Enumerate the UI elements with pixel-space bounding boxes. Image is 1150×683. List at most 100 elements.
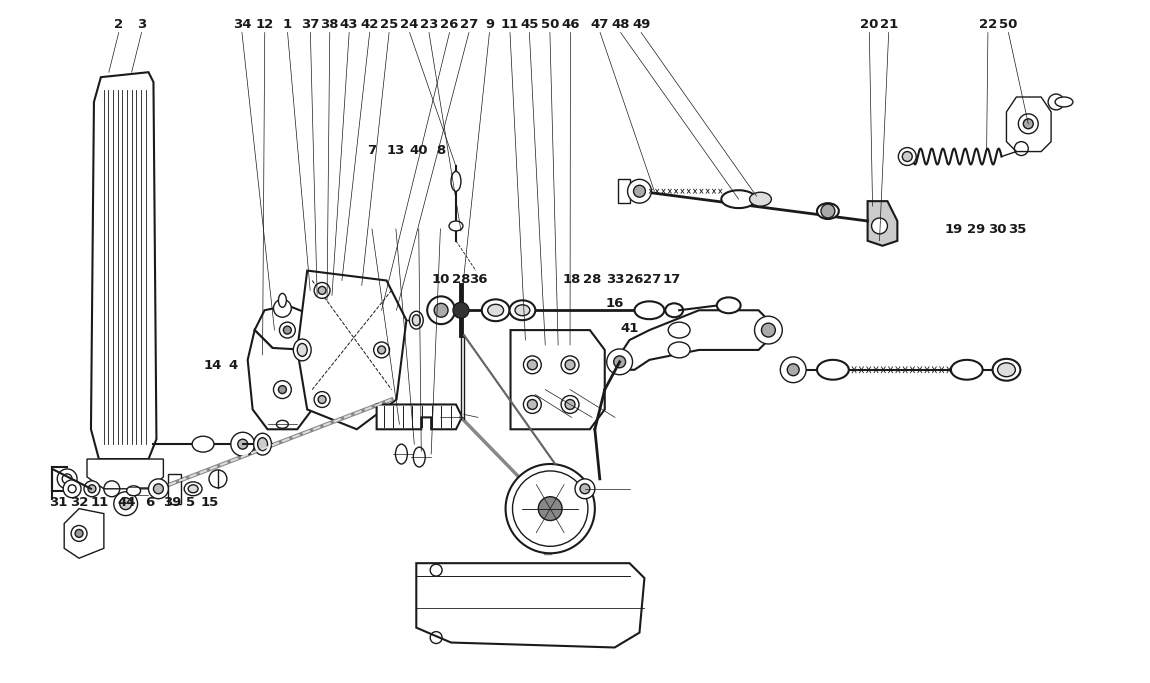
Ellipse shape <box>396 444 407 464</box>
Circle shape <box>528 400 537 409</box>
Circle shape <box>561 356 578 374</box>
Circle shape <box>279 322 296 338</box>
Ellipse shape <box>668 322 690 338</box>
Circle shape <box>319 395 327 404</box>
Ellipse shape <box>413 447 426 467</box>
Ellipse shape <box>1055 97 1073 107</box>
Circle shape <box>903 152 912 161</box>
Text: 26: 26 <box>626 273 644 286</box>
Ellipse shape <box>258 438 268 451</box>
Circle shape <box>565 360 575 370</box>
Text: 17: 17 <box>662 273 681 286</box>
Circle shape <box>283 326 291 334</box>
Ellipse shape <box>298 344 307 357</box>
Ellipse shape <box>668 342 690 358</box>
Text: 27: 27 <box>644 273 661 286</box>
Circle shape <box>634 185 645 197</box>
Text: 48: 48 <box>612 18 630 31</box>
Text: 15: 15 <box>201 496 220 509</box>
Text: 10: 10 <box>431 273 450 286</box>
Text: 44: 44 <box>117 496 136 509</box>
Circle shape <box>314 391 330 408</box>
Ellipse shape <box>665 303 683 317</box>
Circle shape <box>231 432 254 456</box>
Circle shape <box>575 479 595 499</box>
Ellipse shape <box>448 221 463 231</box>
Circle shape <box>377 346 385 354</box>
Text: 5: 5 <box>186 496 196 509</box>
Text: 49: 49 <box>632 18 651 31</box>
Text: 12: 12 <box>255 18 274 31</box>
Circle shape <box>614 356 626 367</box>
Text: 2: 2 <box>114 18 123 31</box>
Ellipse shape <box>184 482 202 496</box>
Polygon shape <box>377 404 461 430</box>
Text: 13: 13 <box>386 144 405 157</box>
Ellipse shape <box>635 301 665 319</box>
Text: 19: 19 <box>944 223 963 236</box>
Text: 21: 21 <box>880 18 898 31</box>
Circle shape <box>528 360 537 370</box>
Text: 50: 50 <box>999 18 1018 31</box>
Text: 11: 11 <box>90 496 108 509</box>
Circle shape <box>274 380 291 399</box>
Polygon shape <box>620 310 768 370</box>
Text: 37: 37 <box>301 18 320 31</box>
Circle shape <box>607 349 633 375</box>
Ellipse shape <box>992 359 1020 380</box>
Text: 34: 34 <box>232 18 251 31</box>
Polygon shape <box>298 270 406 430</box>
Text: 33: 33 <box>606 273 624 286</box>
Circle shape <box>278 386 286 393</box>
Circle shape <box>513 471 588 546</box>
Polygon shape <box>247 330 317 430</box>
Polygon shape <box>1006 97 1051 152</box>
Ellipse shape <box>509 301 536 320</box>
Circle shape <box>274 299 291 317</box>
Circle shape <box>580 484 590 494</box>
Text: 8: 8 <box>436 144 445 157</box>
Text: 24: 24 <box>400 18 419 31</box>
Circle shape <box>781 357 806 382</box>
Text: 18: 18 <box>562 273 581 286</box>
Circle shape <box>63 480 80 498</box>
Circle shape <box>314 283 330 298</box>
Ellipse shape <box>189 485 198 492</box>
Circle shape <box>153 484 163 494</box>
Ellipse shape <box>515 305 530 316</box>
Ellipse shape <box>276 420 289 428</box>
Circle shape <box>68 485 76 492</box>
Circle shape <box>319 286 327 294</box>
Circle shape <box>84 481 100 497</box>
Circle shape <box>788 364 799 376</box>
Circle shape <box>523 356 542 374</box>
Ellipse shape <box>716 297 741 313</box>
Circle shape <box>89 485 95 492</box>
Ellipse shape <box>126 486 140 496</box>
Ellipse shape <box>488 305 504 316</box>
Text: 11: 11 <box>501 18 519 31</box>
Text: 31: 31 <box>49 496 68 509</box>
Circle shape <box>435 303 448 317</box>
Circle shape <box>148 479 168 499</box>
Text: 7: 7 <box>367 144 376 157</box>
Ellipse shape <box>451 171 461 191</box>
Ellipse shape <box>293 339 312 361</box>
Text: 42: 42 <box>360 18 378 31</box>
Text: 27: 27 <box>460 18 478 31</box>
Text: 20: 20 <box>860 18 879 31</box>
Text: 47: 47 <box>591 18 610 31</box>
Ellipse shape <box>721 191 756 208</box>
Text: 28: 28 <box>452 273 470 286</box>
Circle shape <box>75 529 83 538</box>
Ellipse shape <box>278 294 286 307</box>
Circle shape <box>453 303 469 318</box>
Text: 23: 23 <box>420 18 438 31</box>
Circle shape <box>238 439 247 449</box>
Circle shape <box>62 474 72 484</box>
Text: 16: 16 <box>606 296 624 309</box>
Text: 25: 25 <box>380 18 398 31</box>
Text: 40: 40 <box>409 144 428 157</box>
Circle shape <box>565 400 575 409</box>
Circle shape <box>1048 94 1064 110</box>
